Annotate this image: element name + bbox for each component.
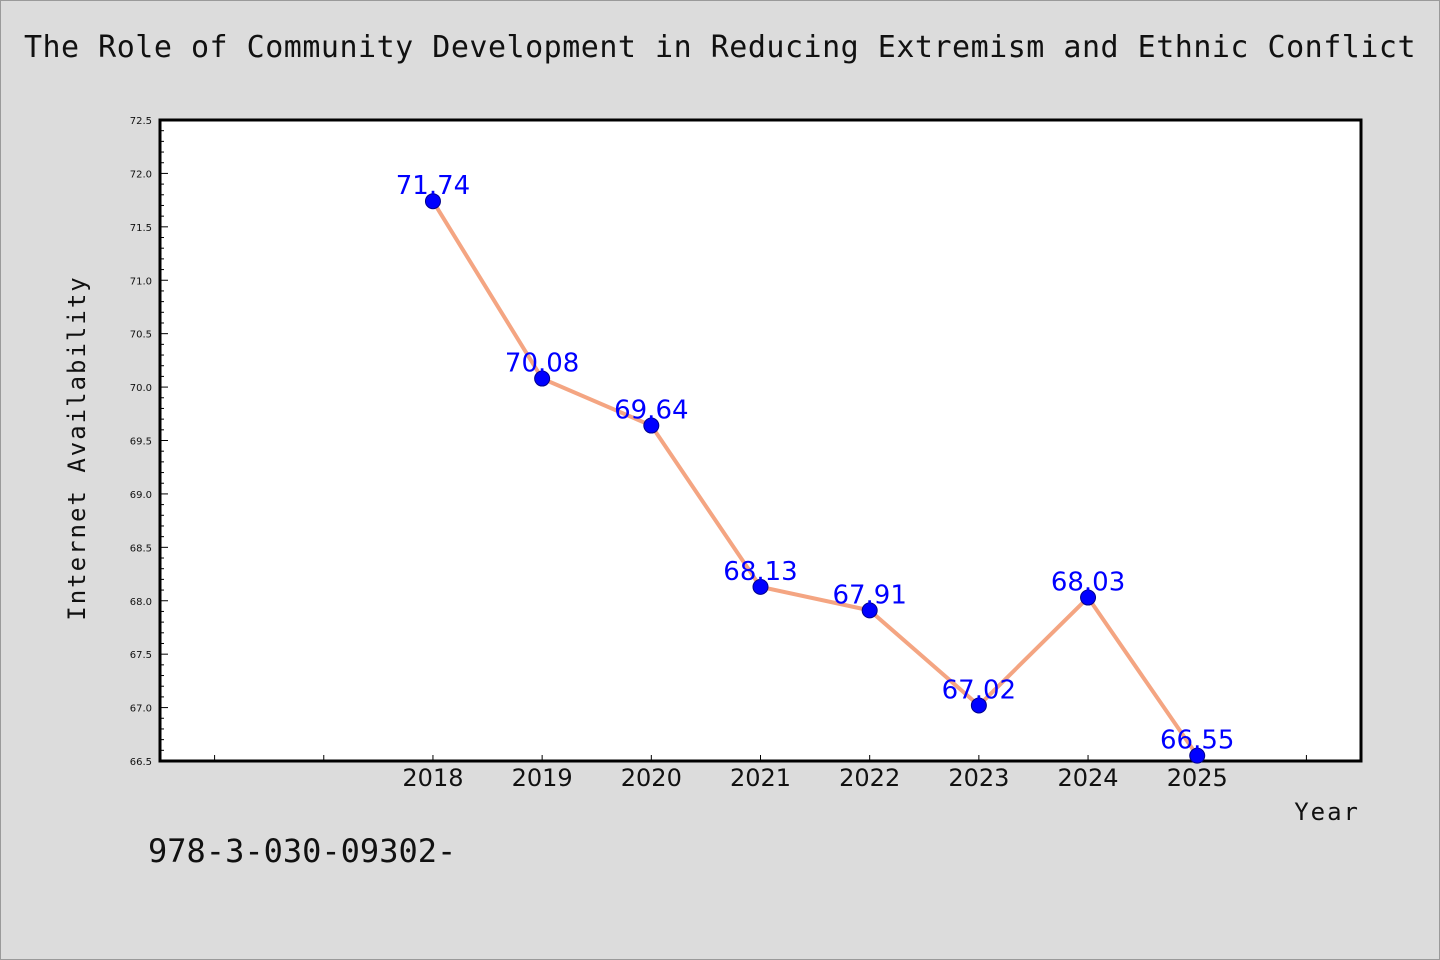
chart-title: The Role of Community Development in Red… (23, 30, 1417, 65)
y-tick-label: 66.5 (130, 757, 152, 768)
plot-area (158, 118, 1363, 763)
data-point-marker (752, 578, 769, 595)
x-tick-label: 2019 (512, 764, 573, 792)
y-tick-label: 71.0 (130, 276, 152, 287)
series-line (431, 200, 1199, 757)
x-tick-label: 2018 (402, 764, 463, 792)
y-axis-ticks: 66.5 67.0 67.5 68.0 68.5 69.0 69.5 70.0 70.5 71.0… (130, 116, 168, 768)
data-point-marker (643, 417, 660, 434)
x-tick-label: 2025 (1167, 764, 1228, 792)
data-point-label: 67.02 (942, 675, 1016, 705)
data-point-label: 66.55 (1160, 726, 1234, 756)
y-tick-label: 68.0 (130, 597, 152, 608)
y-tick-label: 67.5 (130, 650, 152, 661)
x-tick-label: 2020 (621, 764, 682, 792)
x-axis-ticks: 2018 2019 2020 2021 2022 2023 2024 2025 (214, 755, 1307, 792)
x-tick-label: 2021 (730, 764, 791, 792)
x-tick-label: 2023 (948, 764, 1009, 792)
y-tick-label: 69.0 (130, 490, 152, 501)
y-axis-label: Internet Availability (63, 275, 91, 620)
data-label-group: 71.74 70.08 69.64 68.13 67.91 67.02 68.03 66.55 (396, 171, 1235, 755)
y-tick-label: 69.5 (130, 437, 152, 448)
y-tick-label: 70.0 (130, 383, 152, 394)
y-tick-label: 72.5 (130, 116, 152, 127)
data-point-marker (424, 193, 441, 210)
data-point-label: 71.74 (396, 171, 470, 201)
footer-code: 978-3-030-09302- (148, 832, 457, 870)
x-tick-label: 2022 (839, 764, 900, 792)
data-point-label: 68.03 (1051, 568, 1125, 598)
data-point-label: 68.13 (723, 557, 797, 587)
data-point-label: 70.08 (505, 349, 579, 379)
y-tick-label: 68.5 (130, 543, 152, 554)
marker-group (424, 193, 1206, 764)
x-tick-label: 2024 (1058, 764, 1119, 792)
data-point-marker (534, 370, 551, 387)
data-point-label: 67.91 (832, 580, 906, 610)
data-point-marker (1189, 747, 1206, 764)
y-tick-label: 71.5 (130, 223, 152, 234)
y-tick-label: 67.0 (130, 704, 152, 715)
x-axis-label: Year (1294, 798, 1360, 826)
data-point-label: 69.64 (614, 396, 688, 426)
y-tick-label: 72.0 (130, 169, 152, 180)
series-line-group (431, 200, 1199, 757)
y-tick-label: 70.5 (130, 330, 152, 341)
data-point-marker (1080, 589, 1097, 606)
data-point-marker (861, 602, 878, 619)
data-point-marker (970, 697, 987, 714)
